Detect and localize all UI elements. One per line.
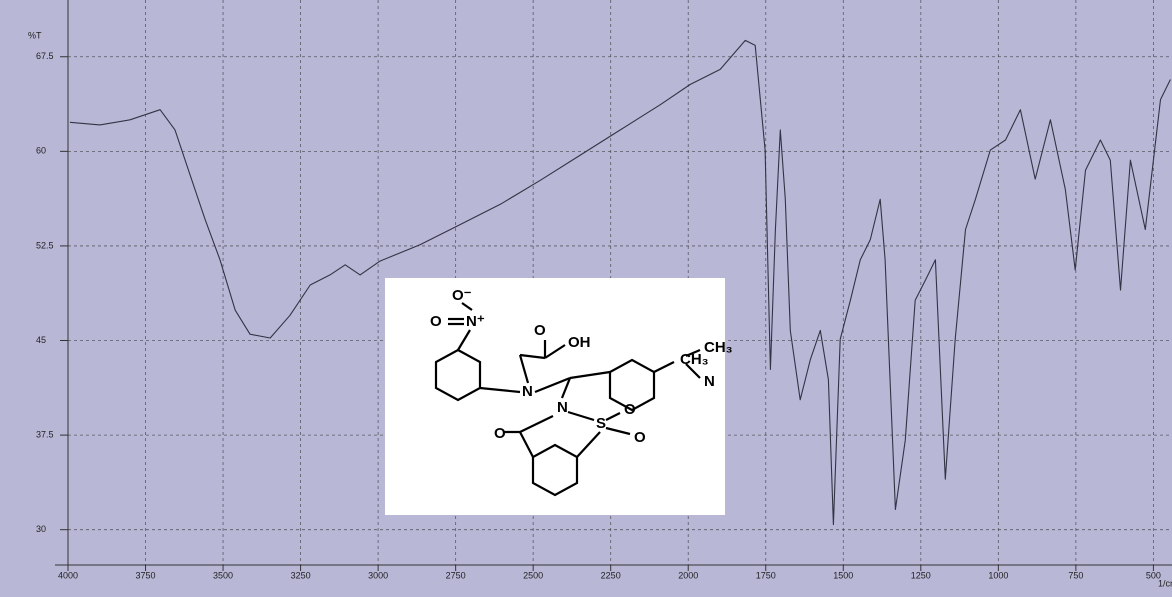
atom-label: O bbox=[624, 401, 636, 418]
atom-label: N bbox=[522, 383, 533, 400]
x-tick-label: 3500 bbox=[213, 570, 233, 580]
x-tick-label: 3250 bbox=[291, 570, 311, 580]
x-tick-label: 1750 bbox=[756, 570, 776, 580]
atom-label: O bbox=[494, 425, 506, 442]
x-tick-label: 500 bbox=[1146, 570, 1161, 580]
x-tick-label: 1000 bbox=[988, 570, 1008, 580]
atom-label: CH₃ bbox=[704, 339, 733, 356]
atom-label: O bbox=[430, 313, 442, 330]
x-tick-label: 750 bbox=[1068, 570, 1083, 580]
x-tick-label: 4000 bbox=[58, 570, 78, 580]
y-tick-label: 52.5 bbox=[36, 240, 54, 250]
atom-label: S bbox=[596, 415, 606, 432]
x-tick-label: 2750 bbox=[446, 570, 466, 580]
atom-label: O bbox=[634, 429, 646, 446]
x-tick-label: 1500 bbox=[833, 570, 853, 580]
atom-label: OH bbox=[568, 334, 591, 351]
chart: %T 1/cm O⁻ON⁺OOHNNCH₃CH₃NSOOO 67.56052.5… bbox=[0, 0, 1172, 597]
y-tick-label: 37.5 bbox=[36, 429, 54, 439]
atom-label: O bbox=[534, 322, 546, 339]
atom-label: N⁺ bbox=[466, 313, 485, 330]
page: {"chart_data": { "type": "line", "y_labe… bbox=[0, 0, 1172, 597]
x-tick-label: 3750 bbox=[136, 570, 156, 580]
y-tick-label: 30 bbox=[36, 524, 46, 534]
y-tick-label: 60 bbox=[36, 146, 46, 156]
y-tick-label: 67.5 bbox=[36, 51, 54, 61]
x-tick-label: 3000 bbox=[368, 570, 388, 580]
atom-label: N bbox=[704, 373, 715, 390]
y-axis-label: %T bbox=[28, 30, 42, 40]
x-tick-label: 2250 bbox=[601, 570, 621, 580]
y-tick-label: 45 bbox=[36, 335, 46, 345]
x-tick-label: 2000 bbox=[678, 570, 698, 580]
atom-label: O⁻ bbox=[452, 287, 472, 304]
x-tick-label: 1250 bbox=[911, 570, 931, 580]
atom-label: N bbox=[557, 399, 568, 416]
x-tick-label: 2500 bbox=[523, 570, 543, 580]
